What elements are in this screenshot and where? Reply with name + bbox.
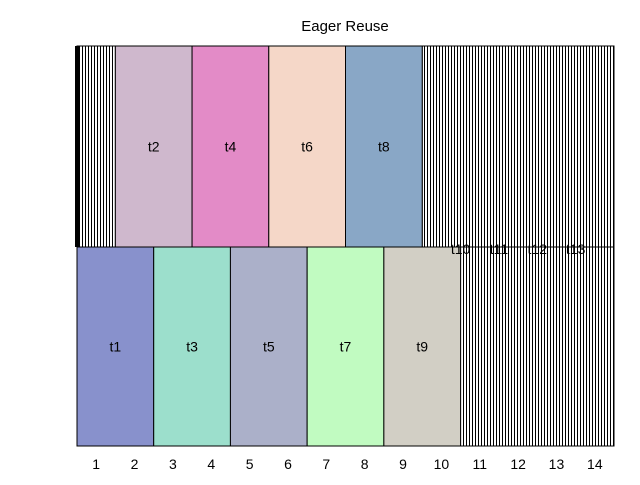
bar-t3 (153, 246, 231, 447)
hatched-region-2 (421, 45, 615, 248)
label-t2: t2 (148, 139, 160, 155)
label-t4: t4 (225, 139, 237, 155)
label-t12: t12 (528, 241, 548, 257)
label-t7: t7 (340, 339, 352, 355)
x-tick-12: 12 (510, 456, 526, 472)
x-tick-2: 2 (131, 456, 139, 472)
label-t9: t9 (416, 339, 428, 355)
hatched-region-3 (460, 246, 615, 447)
label-t3: t3 (186, 339, 198, 355)
x-tick-4: 4 (207, 456, 215, 472)
x-tick-11: 11 (472, 456, 487, 472)
x-tick-13: 13 (549, 456, 565, 472)
x-tick-6: 6 (284, 456, 292, 472)
x-tick-14: 14 (587, 456, 603, 472)
x-tick-7: 7 (322, 456, 330, 472)
label-t1: t1 (110, 339, 122, 355)
x-tick-1: 1 (92, 456, 100, 472)
hatched-region-1 (76, 45, 116, 248)
bar-t9 (383, 246, 462, 447)
bar-t1 (76, 246, 155, 447)
bar-t2 (114, 45, 193, 248)
label-t6: t6 (301, 139, 313, 155)
task-labels: t1 t2 t3 t4 t5 t6 t7 t8 t9 t10 t11 t12 t13 (110, 139, 586, 355)
x-tick-8: 8 (361, 456, 369, 472)
label-t11: t11 (490, 241, 509, 257)
x-tick-5: 5 (246, 456, 254, 472)
label-t5: t5 (263, 339, 275, 355)
bar-t8 (345, 45, 423, 248)
x-tick-10: 10 (434, 456, 450, 472)
x-tick-9: 9 (399, 456, 407, 472)
x-tick-3: 3 (169, 456, 177, 472)
label-t13: t13 (566, 241, 586, 257)
x-axis-ticks: 1 2 3 4 5 6 7 8 9 10 11 12 13 14 (92, 456, 603, 472)
chart-title: Eager Reuse (301, 18, 389, 35)
label-t8: t8 (378, 139, 390, 155)
plot-frame (75, 45, 615, 447)
bar-t7 (306, 246, 385, 447)
bar-t5 (229, 246, 308, 447)
task-bars (76, 45, 614, 447)
label-t10: t10 (451, 241, 471, 257)
